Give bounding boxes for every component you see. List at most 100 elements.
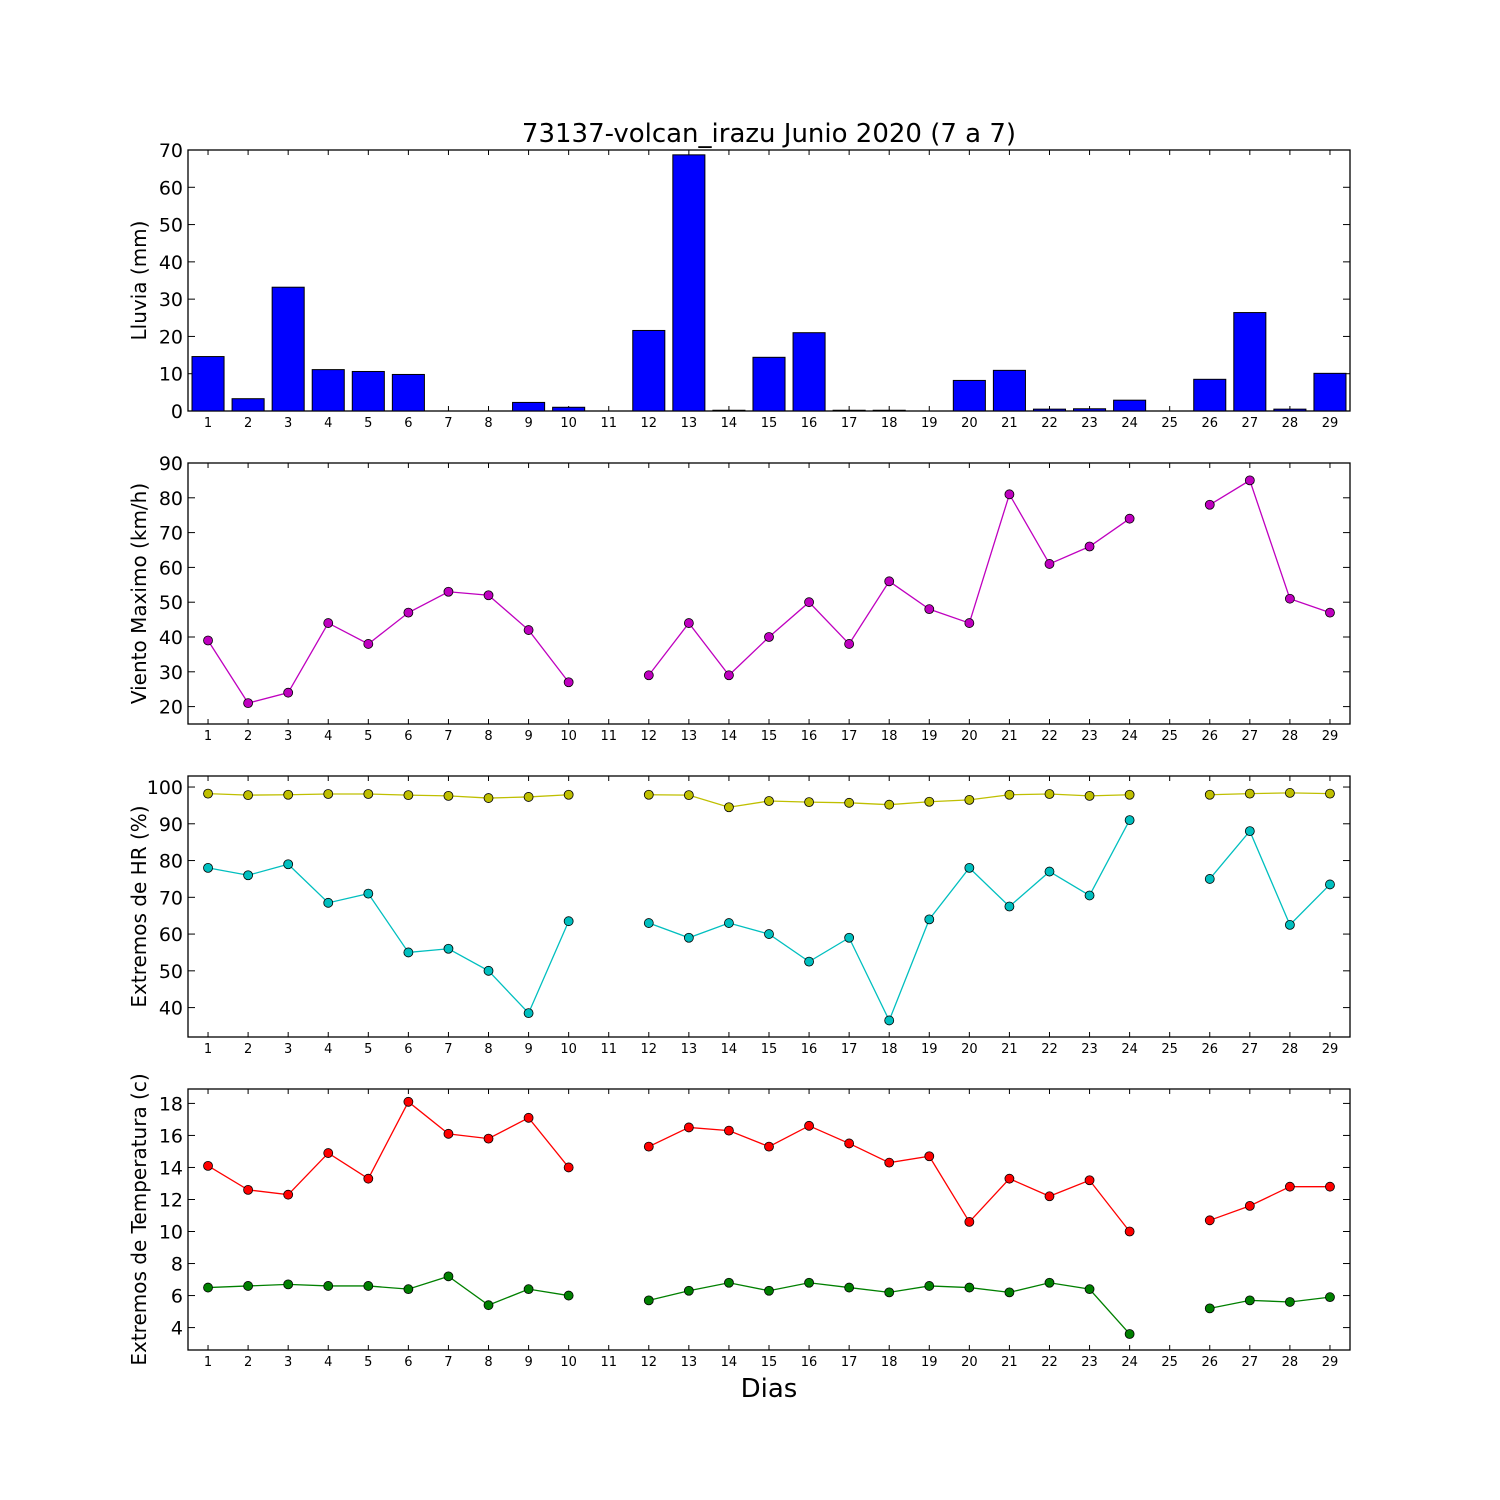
x-tick-label: 8 [484, 1042, 492, 1057]
y-tick-label: 70 [159, 887, 183, 909]
y-tick-label: 60 [159, 924, 183, 946]
data-point [924, 1281, 935, 1291]
x-tick-label: 4 [324, 729, 332, 744]
bar [712, 409, 746, 412]
x-tick-label: 26 [1201, 1042, 1218, 1057]
x-tick-label: 5 [364, 1042, 372, 1057]
data-point [1284, 1297, 1295, 1307]
x-tick-label: 21 [1001, 729, 1018, 744]
x-tick-label: 15 [761, 1042, 778, 1057]
x-tick-label: 27 [1242, 1355, 1259, 1370]
data-point [363, 1173, 374, 1184]
data-point [1044, 1191, 1055, 1202]
x-tick-label: 12 [641, 1355, 658, 1370]
x-tick-label: 4 [324, 1355, 332, 1370]
x-tick-label: 2 [244, 1042, 252, 1057]
data-point [1244, 788, 1255, 799]
x-tick-label: 28 [1282, 416, 1299, 431]
series-line-2 [208, 1275, 569, 1306]
data-point [1084, 890, 1095, 901]
data-point [924, 796, 935, 807]
data-point [403, 947, 414, 958]
y-axis-label: Extremos de HR (%) [127, 805, 151, 1007]
y-tick-label: 4 [171, 1318, 183, 1340]
x-tick-label: 16 [801, 729, 818, 744]
x-tick-label: 25 [1161, 1042, 1178, 1057]
x-tick-label: 29 [1322, 416, 1339, 431]
x-tick-label: 12 [641, 416, 658, 431]
x-tick-label: 19 [921, 416, 938, 431]
y-tick-label: 8 [171, 1254, 183, 1276]
data-point [1244, 826, 1255, 837]
y-tick-label: 50 [159, 592, 183, 614]
data-point [1204, 1303, 1215, 1314]
data-point [1044, 559, 1055, 569]
data-point [924, 1151, 935, 1162]
data-point [683, 932, 694, 943]
bar [391, 373, 425, 412]
x-tick-label: 14 [721, 1355, 738, 1370]
x-tick-label: 16 [801, 1355, 818, 1370]
data-point [804, 797, 814, 807]
data-point [724, 802, 734, 813]
series-line-1 [1209, 1186, 1330, 1221]
x-tick-label: 1 [204, 1042, 212, 1057]
data-point [964, 794, 975, 805]
data-point [1325, 1181, 1335, 1192]
data-point [523, 625, 534, 635]
y-tick-label: 10 [159, 1222, 183, 1244]
data-point [1084, 1175, 1095, 1186]
bar [1113, 399, 1147, 412]
x-tick-label: 13 [681, 1042, 698, 1057]
x-tick-label: 1 [204, 1355, 212, 1370]
data-point [1004, 489, 1015, 500]
data-point [764, 632, 774, 642]
bar [952, 379, 986, 412]
y-tick-label: 40 [159, 627, 183, 649]
bar [351, 370, 385, 412]
x-tick-label: 16 [801, 1042, 818, 1057]
y-axis-label: Extremos de Temperatura (c) [127, 1073, 151, 1365]
data-point [1084, 541, 1095, 552]
data-point [724, 670, 734, 681]
bar [992, 369, 1026, 412]
series-line-2 [1209, 829, 1331, 927]
data-point [243, 870, 254, 881]
x-tick-label: 10 [560, 729, 577, 744]
data-point [924, 604, 935, 615]
x-tick-label: 13 [681, 729, 698, 744]
data-point [964, 1217, 975, 1227]
y-tick-label: 50 [159, 961, 183, 983]
y-tick-label: 90 [159, 453, 183, 475]
x-tick-label: 3 [284, 1355, 292, 1370]
x-tick-label: 17 [841, 1042, 858, 1057]
data-point [844, 932, 855, 943]
x-tick-label: 27 [1242, 729, 1259, 744]
x-tick-label: 5 [364, 416, 372, 431]
y-tick-label: 0 [171, 401, 183, 423]
data-point [1325, 788, 1335, 799]
bar [752, 356, 786, 412]
data-point [1124, 1329, 1135, 1339]
data-point [1284, 919, 1295, 930]
x-tick-label: 24 [1121, 1355, 1138, 1370]
y-tick-label: 30 [159, 289, 183, 311]
bar [311, 369, 345, 412]
data-point [563, 916, 574, 927]
data-point [724, 1125, 734, 1136]
data-point [643, 789, 654, 800]
data-point [683, 1122, 694, 1133]
panel-1: 1 2 3 4 5 6 7 8 9 10 11 12 13 14 15 16 17 18 19 20 21 22 23 24 2… [127, 140, 1351, 431]
data-point [1204, 1215, 1215, 1226]
data-point [1325, 1292, 1335, 1303]
data-point [403, 607, 414, 618]
y-tick-label: 6 [171, 1286, 183, 1308]
data-point [443, 1128, 454, 1139]
x-tick-label: 15 [761, 729, 778, 744]
x-tick-label: 9 [524, 416, 532, 431]
data-point [243, 698, 254, 709]
x-tick-label: 28 [1282, 729, 1299, 744]
data-point [844, 1138, 855, 1149]
x-tick-label: 19 [921, 729, 938, 744]
x-tick-label: 26 [1201, 729, 1218, 744]
